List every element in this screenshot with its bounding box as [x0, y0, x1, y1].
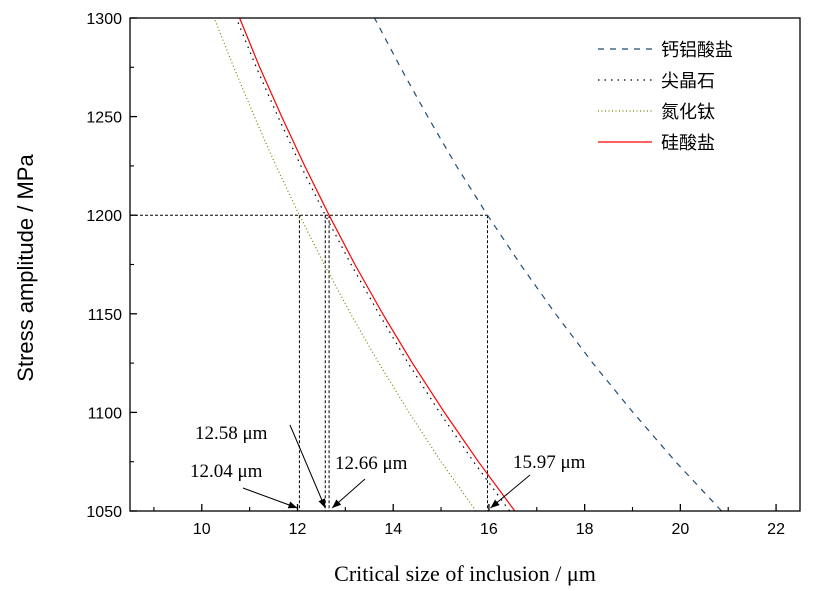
- x-tick-label: 16: [480, 521, 498, 538]
- y-tick-label: 1150: [88, 307, 123, 324]
- annotation-label: 12.66 μm: [335, 453, 408, 474]
- legend-label: 尖晶石: [661, 71, 715, 92]
- x-axis-label: Critical size of inclusion / μm: [334, 561, 596, 586]
- axes: 10 12 14 16 18 20 22 1050 1100 1150 1200 1250 1300: [86, 11, 785, 538]
- x-tick-label: 10: [193, 521, 211, 538]
- annotations: 12.58 μm 12.04 μm 12.66 μm 15.97 μm: [190, 423, 586, 509]
- y-tick-label: 1250: [86, 110, 122, 127]
- y-tick-label: 1200: [86, 208, 122, 225]
- annotation-arrow: [331, 478, 366, 509]
- series-line: [373, 18, 722, 511]
- annotation-label: 12.58 μm: [195, 423, 268, 444]
- legend-label: 氮化钛: [661, 102, 715, 123]
- x-tick-label: 18: [576, 521, 594, 538]
- x-tick-label: 22: [767, 521, 785, 538]
- y-tick-label: 1300: [86, 11, 122, 28]
- x-tick-label: 14: [384, 521, 402, 538]
- reference-guides: [130, 214, 488, 511]
- annotation-label: 15.97 μm: [513, 452, 586, 473]
- series-line: [235, 18, 510, 511]
- series-line: [239, 18, 516, 511]
- legend-label: 钙铝酸盐: [661, 40, 733, 61]
- x-tick-label: 20: [671, 521, 689, 538]
- annotation-arrow: [289, 424, 326, 509]
- y-tick-label: 1100: [88, 405, 123, 422]
- y-axis-label: Stress amplitude / MPa: [13, 154, 38, 382]
- y-tick-label: 1050: [86, 504, 122, 521]
- curves: [213, 18, 722, 511]
- annotation-label: 12.04 μm: [190, 461, 263, 482]
- annotation-arrow: [490, 474, 531, 509]
- legend-label: 硅酸盐: [661, 133, 715, 154]
- x-tick-label: 12: [289, 521, 307, 538]
- annotation-arrow: [242, 487, 298, 509]
